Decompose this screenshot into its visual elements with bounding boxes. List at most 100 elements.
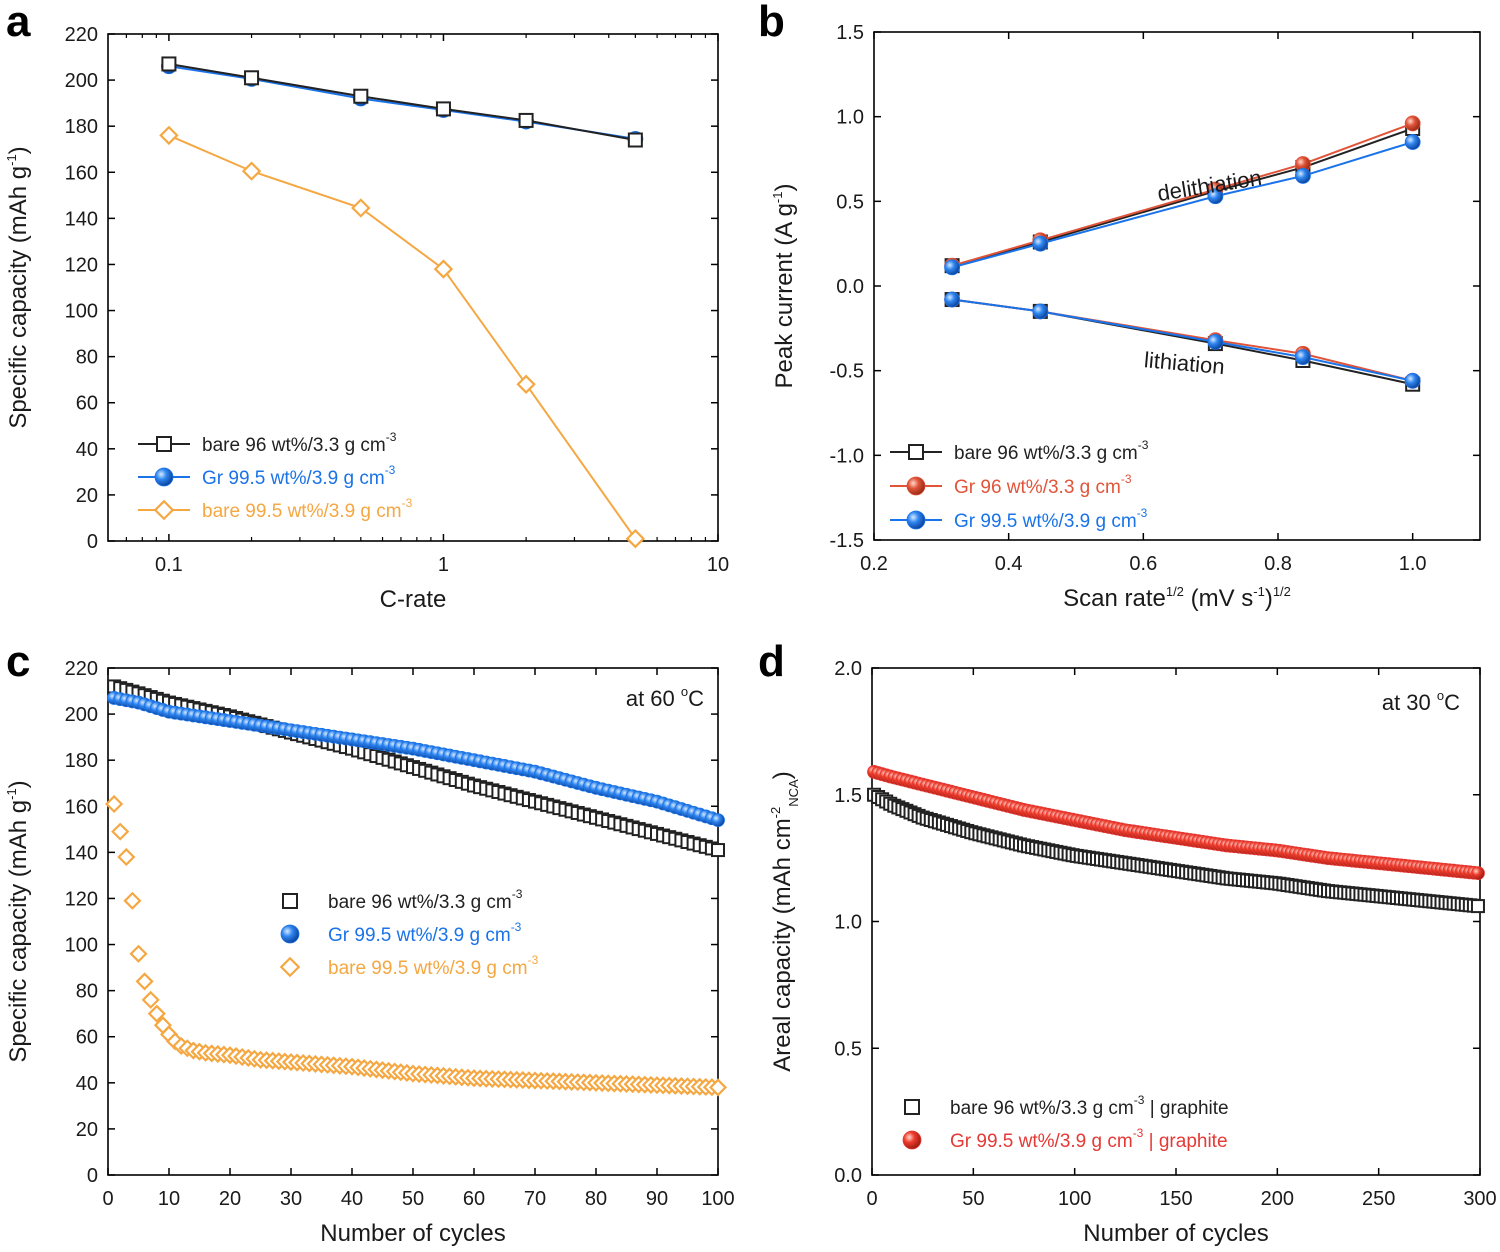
series-line	[951, 141, 1413, 269]
legend-label: Gr 99.5 wt%/3.9 g cm-3 | graphite	[950, 1126, 1228, 1152]
legend-item: Gr 99.5 wt%/3.9 g cm-3	[280, 920, 522, 946]
x-tick-label: 10	[707, 554, 729, 576]
x-tick-label: 70	[524, 1188, 546, 1210]
data-point	[123, 891, 142, 910]
legend-label: Gr 99.5 wt%/3.9 g cm-3	[202, 463, 396, 489]
legend-marker	[156, 436, 172, 452]
x-tick-label: 40	[341, 1188, 363, 1210]
x-tick-label: 0	[102, 1188, 113, 1210]
x-tick-label: 0.6	[1129, 553, 1157, 575]
data-point	[944, 259, 961, 276]
y-tick-label: -0.5	[830, 361, 864, 383]
legend-item: Gr 99.5 wt%/3.9 g cm-3	[138, 463, 396, 489]
series-line	[168, 62, 636, 141]
y-tick-label: 40	[76, 1073, 98, 1095]
data-point	[141, 990, 160, 1009]
y-tick-label: 180	[65, 750, 98, 772]
data-point	[516, 374, 536, 394]
y-tick-label: 140	[65, 208, 98, 230]
y-tick-label: 80	[76, 347, 98, 369]
legend-item: bare 96 wt%/3.3 g cm-3	[282, 887, 523, 913]
legend-item: bare 99.5 wt%/3.9 g cm-3	[279, 953, 539, 979]
panel-letter-a: a	[6, 0, 31, 46]
chart-d: 0 50 100 150 200 250 300 0.0 0.5 1.0 1.5 2.0 at 30 o…	[768, 658, 1497, 1247]
y-tick-label: 60	[76, 1027, 98, 1049]
x-tick-label: 30	[280, 1188, 302, 1210]
y-axis-title: Specific capacity (mAh g-1)	[4, 780, 32, 1062]
y-tick-label: 1.0	[834, 912, 862, 934]
panel-letter-b: b	[758, 0, 785, 46]
x-tick-label: 0.2	[860, 553, 888, 575]
x-tick-label: 50	[402, 1188, 424, 1210]
annotation: lithiation	[1143, 347, 1226, 379]
x-tick-label: 250	[1362, 1188, 1395, 1210]
y-tick-label: 160	[65, 796, 98, 818]
x-axis-title: Number of cycles	[320, 1220, 505, 1247]
y-tick-label: 160	[65, 162, 98, 184]
data-point	[435, 101, 451, 117]
y-axis-title: Specific capacity (mAh g-1)	[4, 146, 32, 428]
y-tick-label: 1.0	[836, 107, 864, 129]
y-tick-label: 140	[65, 842, 98, 864]
x-tick-label: 50	[962, 1188, 984, 1210]
chart-c: 0 10 20 30 40 50 60 70 80 90 100 0 20 40 60 80 100 120 140…	[4, 658, 735, 1247]
x-tick-label: 300	[1463, 1188, 1496, 1210]
data-point	[161, 56, 177, 72]
panel-letter-c: c	[6, 637, 30, 686]
legend-label: Gr 99.5 wt%/3.9 g cm-3	[954, 506, 1148, 532]
legend-label: bare 96 wt%/3.3 g cm-3	[328, 887, 523, 913]
legend-item: bare 96 wt%/3.3 g cm-3 | graphite	[904, 1093, 1229, 1119]
data-point	[518, 112, 534, 128]
y-tick-label: 100	[65, 301, 98, 323]
legend-label: bare 96 wt%/3.3 g cm-3	[202, 430, 397, 456]
data-point	[117, 847, 136, 867]
temperature-annotation: at 60 oC	[626, 684, 704, 711]
legend-label: Gr 96 wt%/3.3 g cm-3	[954, 472, 1132, 498]
legend-marker	[154, 467, 174, 487]
data-point	[1404, 134, 1421, 150]
series-line	[168, 134, 637, 540]
data-point	[111, 822, 130, 841]
x-tick-label: 20	[219, 1188, 241, 1210]
data-point	[241, 161, 262, 181]
y-tick-label: 0	[87, 1165, 98, 1187]
legend-marker	[906, 476, 926, 496]
x-tick-label: 0	[866, 1188, 877, 1210]
x-tick-label: 1.0	[1399, 553, 1427, 575]
data-point	[1032, 235, 1049, 252]
y-tick-label: 200	[65, 704, 98, 726]
legend-marker	[282, 893, 298, 909]
chart-b: 0.2 0.4 0.6 0.8 1.0-1.5-1.0-0.50.00.51.01.5d…	[770, 22, 1481, 612]
x-tick-label: 80	[585, 1188, 607, 1210]
data-point	[433, 259, 454, 279]
legend-marker	[153, 499, 175, 521]
data-point	[708, 1078, 728, 1097]
data-point	[625, 529, 646, 549]
legend-marker	[908, 444, 924, 460]
x-axis-title: Number of cycles	[1083, 1220, 1268, 1247]
y-tick-label: 0.0	[836, 276, 864, 298]
data-point	[944, 291, 961, 308]
data-point	[711, 813, 725, 827]
legend-label: bare 96 wt%/3.3 g cm-3	[954, 438, 1149, 464]
data-point	[105, 794, 124, 814]
y-axis-title: Peak current (A g-1)	[770, 184, 798, 389]
x-tick-label: 1	[438, 554, 449, 576]
y-tick-label: -1.5	[830, 530, 864, 552]
legend-label: bare 99.5 wt%/3.9 g cm-3	[328, 953, 539, 979]
data-point	[1295, 168, 1311, 184]
x-tick-label: 0.1	[155, 554, 183, 576]
x-tick-label: 100	[701, 1188, 734, 1210]
x-tick-label: 150	[1159, 1188, 1192, 1210]
data-point	[1032, 303, 1049, 320]
y-tick-label: 0.5	[834, 1038, 862, 1060]
plot-frame	[107, 33, 719, 542]
legend-item: bare 96 wt%/3.3 g cm-3	[138, 430, 397, 456]
data-point	[1404, 115, 1421, 132]
y-tick-label: 20	[76, 1119, 98, 1141]
y-axis-title: Areal capacity (mAh cm-2NCA)	[768, 771, 801, 1071]
x-tick-label: 10	[158, 1188, 180, 1210]
legend-marker	[279, 956, 301, 978]
y-tick-label: 0.0	[834, 1165, 862, 1187]
